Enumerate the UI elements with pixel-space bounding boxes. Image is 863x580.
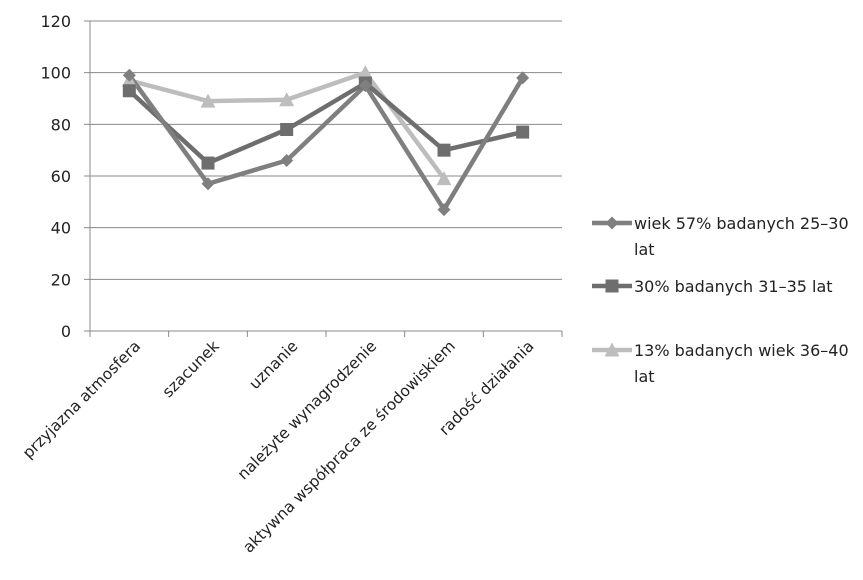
y-tick-label: 20 <box>51 270 71 289</box>
marker-triangle <box>200 93 216 108</box>
marker-triangle <box>436 171 452 186</box>
x-tick-label: uznanie <box>246 337 302 393</box>
series-line <box>127 80 524 166</box>
series-markers <box>121 65 530 217</box>
marker-diamond <box>280 154 294 167</box>
marker-diamond <box>516 71 530 85</box>
marker-triangle <box>279 92 295 107</box>
y-tick-label: 80 <box>51 115 71 134</box>
x-tick-label: przyjazna atmosfera <box>19 337 144 462</box>
axes: 0 20 40 60 80 100 120 przyjazna atmosfera szacun… <box>19 12 563 557</box>
legend-label: wiek 57% badanych 25–30 <box>634 214 849 233</box>
marker-diamond <box>605 216 619 230</box>
marker-diamond <box>122 68 136 82</box>
legend-label: 13% badanych wiek 36–40 <box>634 341 849 360</box>
marker-triangle <box>604 342 620 357</box>
legend-label: 30% badanych 31–35 lat <box>634 277 833 296</box>
marker-square <box>516 125 530 139</box>
legend: wiek 57% badanych 25–30 lat 30% badanych 3… <box>592 214 849 386</box>
y-tick-label: 60 <box>51 167 71 186</box>
series-line <box>127 73 525 212</box>
gridlines <box>90 20 562 332</box>
marker-square <box>605 279 619 293</box>
y-tick-label: 0 <box>61 322 71 341</box>
x-tick-label: należyte wynagrodzenie <box>234 337 380 483</box>
marker-square <box>280 123 294 136</box>
marker-square <box>201 156 215 170</box>
marker-square <box>437 143 451 157</box>
y-tick-label: 40 <box>51 219 71 238</box>
marker-square <box>122 84 136 98</box>
marker-diamond <box>437 203 451 217</box>
legend-label: lat <box>634 367 655 386</box>
legend-label: lat <box>634 240 655 259</box>
x-tick-label: szacunek <box>159 337 223 401</box>
marker-diamond <box>201 177 215 191</box>
marker-triangle <box>357 65 373 80</box>
y-tick-label: 100 <box>40 64 71 83</box>
series-lines <box>127 70 525 212</box>
y-tick-label: 120 <box>40 12 71 31</box>
marker-diamond <box>358 79 372 93</box>
